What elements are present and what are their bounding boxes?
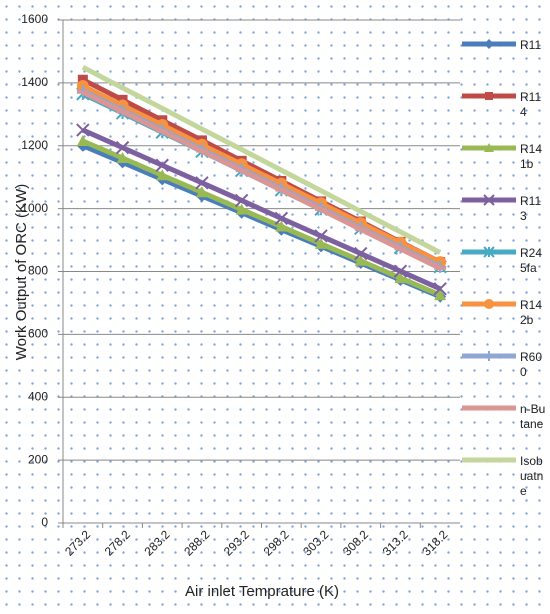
legend-item: R114 <box>462 88 550 140</box>
y-tick-label: 200 <box>28 452 48 466</box>
marker <box>275 220 288 232</box>
legend-label: R11 <box>520 38 542 52</box>
y-tick-label: 800 <box>28 264 48 278</box>
legend-swatch <box>462 246 516 258</box>
legend-swatch <box>462 92 516 100</box>
series-line <box>81 64 442 255</box>
marker <box>195 186 208 198</box>
legend-label: R113 <box>520 194 542 223</box>
legend-label: R600 <box>520 350 543 379</box>
marker <box>484 143 494 152</box>
marker <box>314 229 328 243</box>
legend-label: n-Butane <box>520 402 546 431</box>
x-tick-label: 313.2 <box>380 527 411 558</box>
marker <box>434 289 447 301</box>
marker <box>484 299 494 309</box>
marker <box>274 211 289 226</box>
marker <box>484 351 494 361</box>
x-tick-label: 298.2 <box>261 527 292 558</box>
legend-item: Isobuatne <box>462 452 550 504</box>
series-line <box>81 83 442 265</box>
marker <box>235 203 248 215</box>
series-line <box>81 90 442 271</box>
marker <box>483 194 495 206</box>
marker <box>354 254 367 266</box>
legend-swatch <box>462 143 516 152</box>
legend-item: R245fa <box>462 244 550 296</box>
y-tick-label: 1400 <box>21 75 48 89</box>
marker <box>76 123 90 137</box>
marker <box>195 176 209 190</box>
marker <box>433 282 447 296</box>
y-tick-label: 1000 <box>21 201 48 215</box>
marker <box>354 246 368 261</box>
legend-label: R142b <box>520 298 543 327</box>
legend-swatch <box>462 299 516 309</box>
legend-swatch <box>462 351 516 361</box>
marker <box>394 272 407 284</box>
marker <box>155 158 169 172</box>
x-tick-label: 283.2 <box>141 527 172 558</box>
legend-item: n-Butane <box>462 400 550 452</box>
marker <box>393 264 408 278</box>
y-axis-title: Work Output of ORC (KW) <box>13 184 30 360</box>
legend-label: R141b <box>520 142 543 171</box>
marker <box>484 39 494 49</box>
marker <box>485 92 493 100</box>
x-tick-label: 278.2 <box>102 527 133 558</box>
x-axis-title: Air inlet Temprature (K) <box>185 583 339 600</box>
legend-swatch <box>462 457 516 463</box>
legend-label: R245fa <box>520 246 543 275</box>
legend-swatch <box>462 405 516 411</box>
legend-item: R141b <box>462 140 550 192</box>
legend-label: Isobuatne <box>520 454 544 498</box>
legend-item: R113 <box>462 192 550 244</box>
legend-label: R114 <box>520 90 542 119</box>
marker <box>115 140 130 155</box>
legend-swatch <box>462 39 516 49</box>
x-tick-label: 273.2 <box>62 527 93 558</box>
x-tick-label: 288.2 <box>181 527 212 558</box>
legend-item: R600 <box>462 348 550 400</box>
marker <box>77 74 88 85</box>
series-line <box>81 138 442 298</box>
marker <box>76 135 89 147</box>
marker <box>116 152 129 164</box>
y-tick-label: 400 <box>28 389 48 403</box>
x-tick-label: 318.2 <box>419 527 450 558</box>
legend: R11 R114 R141b R113 R245fa R142b R600 n-Butane I… <box>462 36 550 504</box>
marker <box>156 169 169 181</box>
x-tick-label: 293.2 <box>221 527 252 558</box>
legend-item: R11 <box>462 36 550 88</box>
legend-swatch <box>462 194 516 206</box>
x-tick-label: 303.2 <box>300 527 331 558</box>
y-tick-label: 600 <box>28 327 48 341</box>
y-tick-label: 1600 <box>21 12 48 26</box>
marker <box>483 246 495 258</box>
x-tick-label: 308.2 <box>340 527 371 558</box>
legend-item: R142b <box>462 296 550 348</box>
marker <box>234 193 249 208</box>
y-tick-label: 0 <box>41 515 48 529</box>
y-tick-label: 1200 <box>21 138 48 152</box>
series-line <box>81 127 442 292</box>
marker <box>315 237 328 249</box>
